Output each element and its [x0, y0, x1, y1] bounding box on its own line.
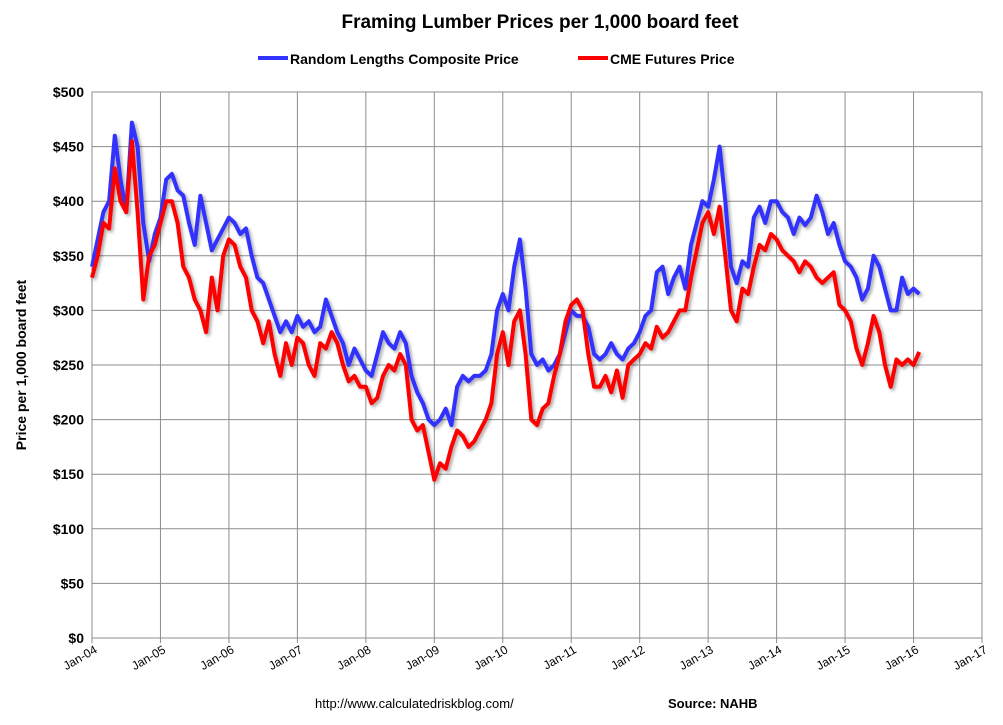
y-tick-label: $400 [53, 193, 84, 209]
x-tick-label: Jan-06 [198, 642, 237, 673]
legend: Random Lengths Composite Price CME Futur… [258, 51, 735, 67]
chart-title: Framing Lumber Prices per 1,000 board fe… [341, 12, 739, 33]
x-tick-label: Jan-12 [608, 642, 647, 673]
legend-label-random-lengths: Random Lengths Composite Price [290, 51, 519, 67]
x-tick-label: Jan-07 [266, 642, 305, 673]
y-tick-label: $50 [61, 575, 85, 591]
y-tick-label: $350 [53, 248, 84, 264]
legend-label-cme: CME Futures Price [610, 51, 735, 67]
y-ticks: $0 $50 $100 $150 $200 $250 $300 $350 $400 $450 $50… [53, 84, 84, 646]
y-tick-label: $100 [53, 521, 84, 537]
gridlines [91, 91, 983, 643]
y-tick-label: $300 [53, 302, 84, 318]
plot-border [91, 91, 983, 639]
x-tick-label: Jan-16 [882, 642, 921, 673]
x-tick-label: Jan-11 [541, 642, 579, 672]
x-tick-label: Jan-15 [814, 642, 853, 673]
footer-url: http://www.calculatedriskblog.com/ [315, 696, 514, 711]
series-line-cme-futures [90, 139, 922, 482]
x-tick-label: Jan-14 [745, 642, 784, 673]
x-tick-label: Jan-10 [471, 642, 510, 673]
x-ticks: Jan-04 Jan-05 Jan-06 Jan-07 Jan-08 Jan-09 Jan-… [61, 642, 990, 673]
footer-source: Source: NAHB [668, 696, 758, 711]
y-tick-label: $150 [53, 466, 84, 482]
x-tick-label: Jan-04 [61, 642, 100, 673]
x-tick-label: Jan-08 [335, 642, 374, 673]
x-tick-label: Jan-13 [677, 642, 716, 673]
y-tick-label: $0 [68, 630, 84, 646]
y-axis-label: Price per 1,000 board feet [13, 279, 29, 450]
x-tick-label: Jan-09 [403, 642, 442, 673]
y-tick-label: $250 [53, 357, 84, 373]
y-tick-label: $450 [53, 139, 84, 155]
y-tick-label: $200 [53, 412, 84, 428]
x-tick-label: Jan-05 [129, 642, 168, 673]
series-line-random-lengths [90, 120, 921, 428]
series-lines [90, 120, 922, 482]
x-tick-label: Jan-17 [951, 642, 990, 673]
y-tick-label: $500 [53, 84, 84, 100]
